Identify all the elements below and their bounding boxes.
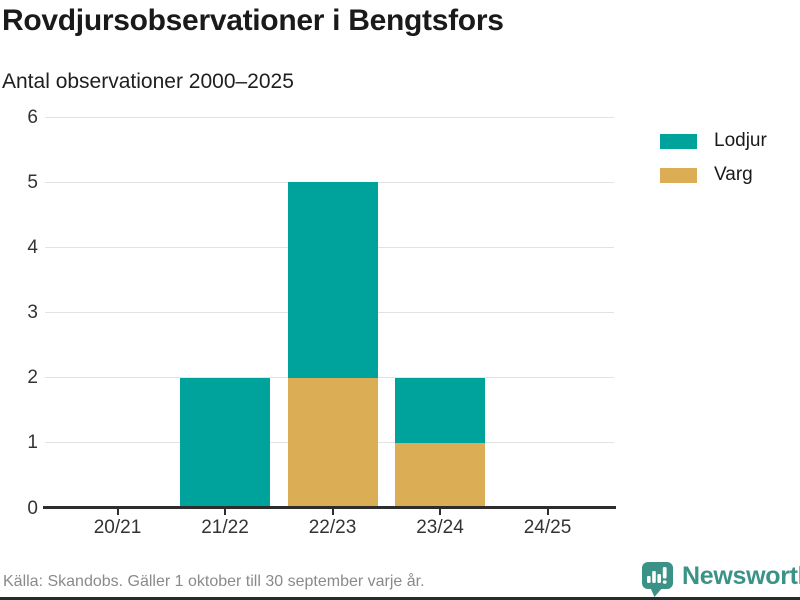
chart-subtitle: Antal observationer 2000–2025: [2, 70, 294, 93]
bar-21-22-lodjur: [180, 377, 270, 508]
newsworthy-logo-icon: [642, 562, 673, 597]
chart-title: Rovdjursobservationer i Bengtsfors: [2, 4, 504, 37]
y-axis-tick-label: 1: [27, 432, 38, 454]
legend-item-lodjur: Lodjur: [660, 130, 767, 152]
x-axis-tick-label: 23/24: [416, 517, 464, 538]
branding: Newsworthy: [641, 561, 800, 598]
bar-23-24-varg: [395, 442, 485, 508]
bar-23-24-lodjur: [395, 377, 485, 443]
y-axis-tick-label: 3: [27, 302, 38, 323]
legend: Lodjur Varg: [660, 130, 767, 198]
newsworthy-wordmark: Newsworthy: [682, 562, 800, 590]
x-axis-tick-label: 21/22: [201, 517, 249, 538]
bottom-edge-strip: [0, 597, 800, 600]
legend-label: Varg: [714, 164, 753, 185]
x-axis-tick: [546, 508, 549, 515]
bar-22-23-lodjur: [287, 182, 378, 378]
x-axis-tick-label: 22/23: [308, 517, 357, 538]
legend-item-varg: Varg: [660, 164, 767, 186]
y-axis-tick-label: 5: [27, 171, 38, 193]
x-axis-tick-label: 24/25: [523, 517, 572, 538]
y-axis-tick-label: 6: [27, 106, 38, 128]
x-axis-tick: [331, 508, 334, 515]
x-axis-tick-label: 20/21: [93, 517, 142, 538]
y-axis-tick-label: 0: [27, 497, 38, 519]
source-note: Källa: Skandobs. Gäller 1 oktober till 3…: [3, 573, 425, 590]
x-axis-baseline: [43, 506, 616, 509]
x-axis-tick: [439, 508, 441, 515]
bar-22-23-varg: [287, 377, 378, 508]
y-axis-tick-label: 2: [27, 367, 38, 389]
legend-swatch-lodjur: [660, 133, 697, 149]
gridline-y6: [45, 116, 614, 118]
y-axis-tick-label: 4: [27, 236, 38, 258]
legend-swatch-varg: [660, 167, 697, 183]
x-axis-tick: [224, 508, 226, 515]
legend-label: Lodjur: [714, 130, 767, 151]
x-axis-tick: [116, 508, 119, 515]
